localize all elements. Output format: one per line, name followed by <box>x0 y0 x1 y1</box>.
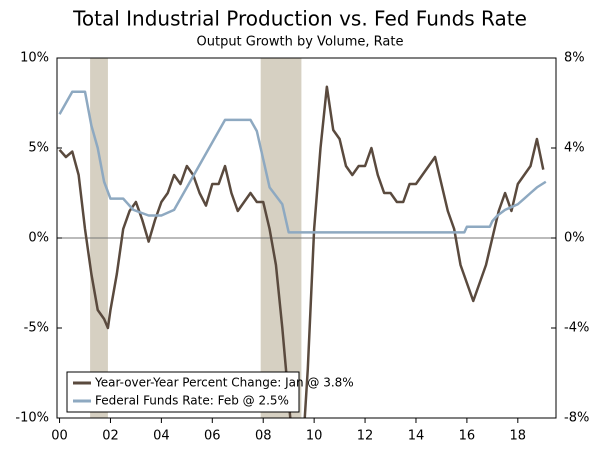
x-tick-label: 10 <box>306 429 323 444</box>
chart-title: Total Industrial Production vs. Fed Fund… <box>72 7 527 31</box>
y-tick-label: -5% <box>24 321 49 336</box>
x-tick-label: 12 <box>357 429 374 444</box>
x-tick-label: 18 <box>510 429 527 444</box>
y2-tick-label: 4% <box>564 141 585 156</box>
y-tick-label: 0% <box>28 231 49 246</box>
series-line <box>58 90 547 234</box>
x-tick-label: 04 <box>153 429 170 444</box>
axes-layer: -10% -5% 0% 5% 10% -8% -4% 0% 4% 8% 00 02 04 06 08 10 12… <box>15 51 589 444</box>
series-line <box>58 85 545 418</box>
legend: Year-over-Year Percent Change: Jan @ 3.8… <box>66 371 354 413</box>
x-tick-label: 08 <box>255 429 272 444</box>
y2-tick-label: -8% <box>564 411 589 426</box>
series-layer <box>58 85 547 418</box>
y2-tick-label: 0% <box>564 231 585 246</box>
y2-tick-label: -4% <box>564 321 589 336</box>
x-tick-label: 00 <box>51 429 68 444</box>
x-tick-label: 02 <box>102 429 119 444</box>
y-tick-label: -10% <box>15 411 49 426</box>
legend-box <box>66 371 300 413</box>
y-tick-label: 5% <box>28 141 49 156</box>
legend-label: Year-over-Year Percent Change: Jan @ 3.8… <box>94 376 354 390</box>
y2-tick-label: 8% <box>564 51 585 66</box>
x-tick-label: 16 <box>459 429 476 444</box>
legend-label: Federal Funds Rate: Feb @ 2.5% <box>95 394 289 408</box>
x-tick-label: 06 <box>204 429 221 444</box>
chart-subtitle: Output Growth by Volume, Rate <box>197 35 404 50</box>
x-tick-label: 14 <box>408 429 425 444</box>
y-tick-label: 10% <box>20 51 49 66</box>
